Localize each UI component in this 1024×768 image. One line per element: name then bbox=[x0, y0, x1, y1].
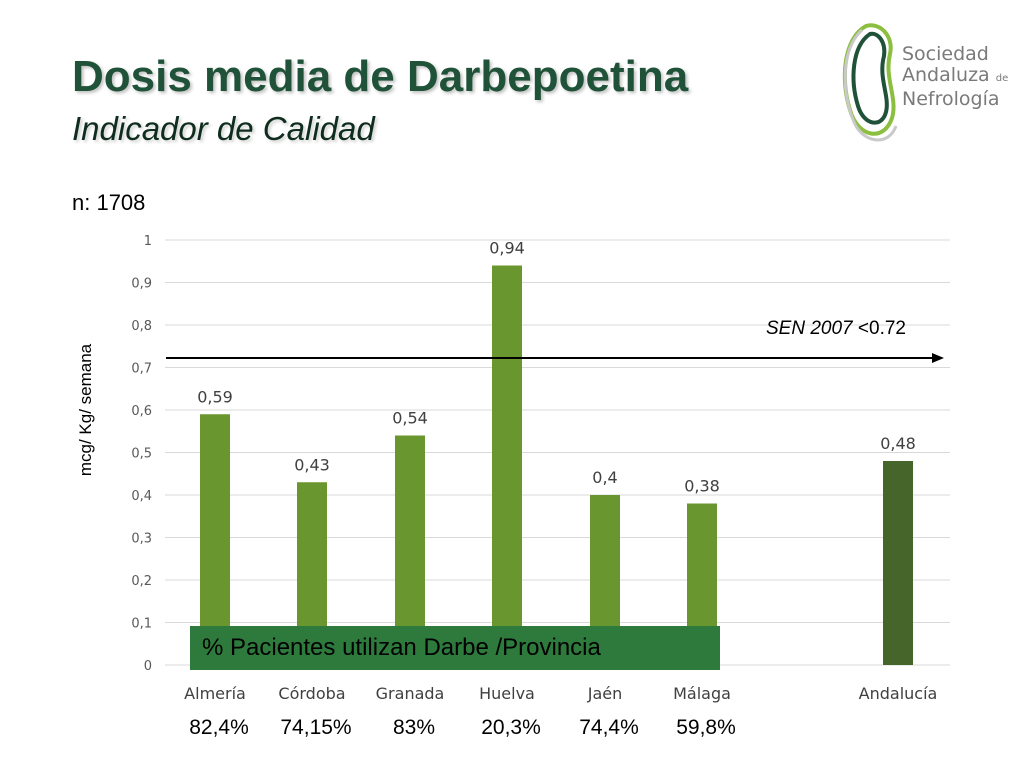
y-tick-label: 1 bbox=[144, 234, 152, 249]
percentage-label: 74,4% bbox=[579, 716, 639, 739]
y-tick-label: 0,6 bbox=[131, 404, 152, 419]
x-tick-label: Huelva bbox=[479, 684, 535, 703]
y-tick-label: 0 bbox=[144, 659, 152, 674]
x-tick-label: Almería bbox=[184, 684, 246, 703]
x-tick-label: Córdoba bbox=[278, 684, 345, 703]
bar bbox=[883, 461, 913, 665]
y-tick-label: 0,2 bbox=[131, 574, 152, 589]
bar bbox=[492, 265, 522, 665]
data-label: 0,48 bbox=[880, 434, 916, 453]
page-subtitle: Indicador de Calidad bbox=[72, 110, 375, 147]
percentage-label: 20,3% bbox=[481, 716, 541, 739]
reference-line-label: SEN 2007 <0.72 bbox=[766, 318, 906, 339]
sample-size-label: n: 1708 bbox=[72, 190, 146, 215]
data-label: 0,43 bbox=[294, 455, 330, 474]
percentage-label: 59,8% bbox=[676, 716, 736, 739]
y-tick-label: 0,7 bbox=[131, 362, 152, 377]
society-logo: Sociedad Andaluza de Nefrología bbox=[836, 18, 1008, 150]
y-tick-label: 0,9 bbox=[131, 277, 152, 292]
x-tick-label: Granada bbox=[376, 684, 445, 703]
y-tick-label: 0,5 bbox=[131, 447, 152, 462]
legend-box: % Pacientes utilizan Darbe /Provincia bbox=[190, 626, 720, 670]
data-label: 0,59 bbox=[197, 387, 233, 406]
y-tick-label: 0,4 bbox=[131, 489, 152, 504]
arrow-head-icon bbox=[932, 353, 944, 363]
logo-mark-icon bbox=[842, 23, 898, 142]
logo-line-3: Nefrología bbox=[902, 88, 1000, 110]
percentage-label: 82,4% bbox=[189, 716, 249, 739]
y-tick-label: 0,1 bbox=[131, 617, 152, 632]
logo-line-2: Andaluza de bbox=[902, 64, 1009, 86]
percentage-label: 83% bbox=[392, 716, 436, 739]
percentage-label: 74,15% bbox=[280, 716, 352, 739]
data-label: 0,4 bbox=[592, 468, 617, 487]
data-label: 0,54 bbox=[392, 409, 428, 428]
x-tick-label: Andalucía bbox=[859, 684, 938, 703]
logo-line-1: Sociedad bbox=[902, 43, 989, 65]
y-tick-label: 0,3 bbox=[131, 532, 152, 547]
x-tick-label: Jaén bbox=[587, 684, 623, 703]
y-tick-label: 0,8 bbox=[131, 319, 152, 334]
bar bbox=[200, 414, 230, 665]
page-title: Dosis media de Darbepoetina bbox=[72, 52, 689, 101]
data-label: 0,94 bbox=[489, 239, 525, 258]
x-tick-label: Málaga bbox=[673, 684, 731, 703]
data-label: 0,38 bbox=[684, 477, 720, 496]
logo-text: Sociedad Andaluza de Nefrología bbox=[902, 44, 1008, 110]
